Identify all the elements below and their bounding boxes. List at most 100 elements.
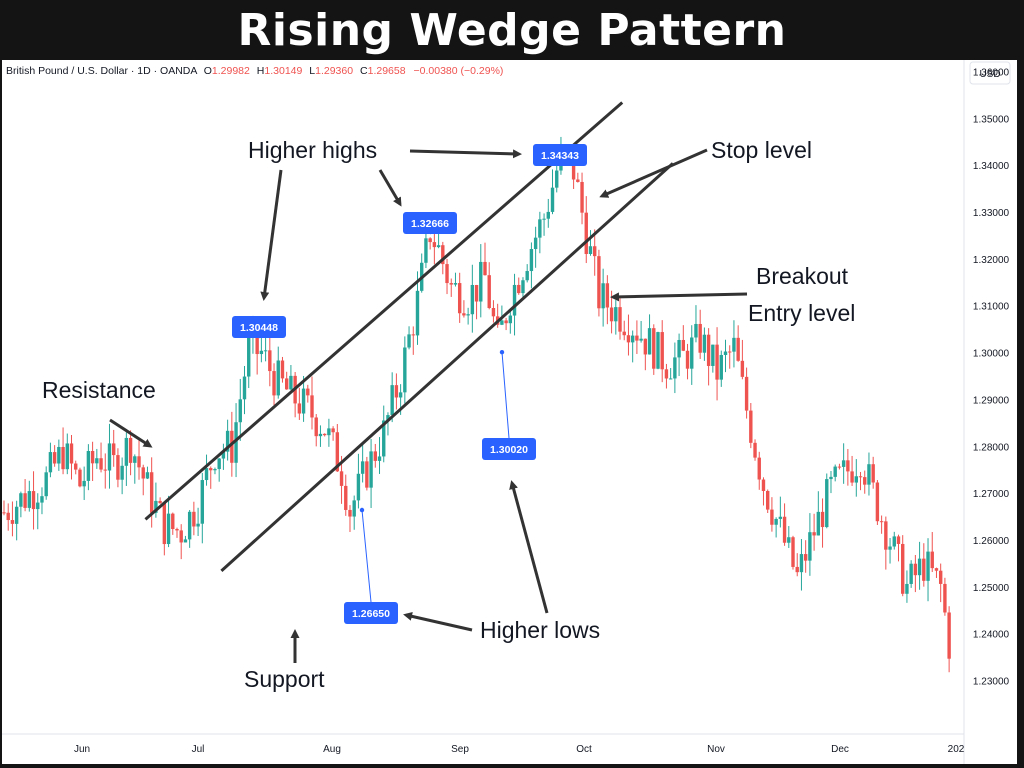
candle-body xyxy=(314,417,318,437)
candle-body xyxy=(525,271,529,281)
candlestick-chart[interactable]: British Pound / U.S. Dollar · 1D · OANDA… xyxy=(2,60,1017,764)
currency-box[interactable] xyxy=(969,61,1011,85)
y-tick-label: 1.28000 xyxy=(973,442,1010,453)
open-value: 1.29982 xyxy=(212,65,250,77)
candle-body xyxy=(225,430,230,452)
candle-body xyxy=(360,461,365,474)
open-label: O xyxy=(204,65,212,77)
x-tick-label: Aug xyxy=(323,744,341,755)
y-tick-label: 1.24000 xyxy=(973,630,1010,641)
candle-body xyxy=(660,332,664,370)
candle-body xyxy=(837,466,842,468)
candle-body xyxy=(268,350,272,372)
candle-body xyxy=(930,551,934,569)
callout-label: 1.34343 xyxy=(541,150,579,162)
candle-body xyxy=(407,334,411,348)
candle-body xyxy=(424,238,428,263)
callout-box xyxy=(403,212,457,234)
candle-body xyxy=(74,463,78,470)
candle-body xyxy=(158,500,162,504)
candle-body xyxy=(238,399,242,423)
arrow-to-high-3 xyxy=(409,149,522,159)
y-tick-label: 1.25000 xyxy=(973,583,1010,594)
candle-body xyxy=(196,523,200,527)
callout-box xyxy=(533,144,587,166)
candle-body xyxy=(209,468,213,471)
candle-body xyxy=(183,539,188,543)
candle-body xyxy=(668,378,673,380)
callout-label: 1.26650 xyxy=(352,608,390,620)
candle-body xyxy=(500,320,504,325)
candle-body xyxy=(808,532,812,561)
candle-body xyxy=(892,536,896,547)
support-line[interactable] xyxy=(220,162,674,573)
currency-label: USD xyxy=(979,69,1000,80)
label-support: Support xyxy=(244,666,325,692)
candle-body xyxy=(36,502,40,510)
x-tick-label: 202 xyxy=(948,744,965,755)
candle-body xyxy=(732,337,736,352)
candle-body xyxy=(635,335,639,341)
y-tick-label: 1.26000 xyxy=(973,536,1010,547)
candle-body xyxy=(149,472,154,513)
candle-body xyxy=(411,334,415,336)
candle-body xyxy=(344,485,348,510)
callout-leader xyxy=(361,509,372,603)
candle-body xyxy=(643,338,648,355)
candle-body xyxy=(124,437,129,466)
candle-body xyxy=(128,437,133,463)
x-tick-label: Sep xyxy=(451,744,469,755)
candle-body xyxy=(580,181,584,213)
candle-body xyxy=(829,476,833,480)
candle-body xyxy=(825,479,829,528)
candle-body xyxy=(917,558,922,576)
candle-body xyxy=(382,420,386,457)
candle-body xyxy=(137,456,141,468)
candle-body xyxy=(652,328,656,369)
candle-body xyxy=(521,280,525,294)
label-stop-level: Stop level xyxy=(711,137,812,163)
candle-body xyxy=(622,331,626,336)
close-label: C xyxy=(360,65,368,77)
candle-body xyxy=(922,558,926,581)
candle-body xyxy=(247,336,251,377)
candle-body xyxy=(166,513,171,545)
resistance-line[interactable] xyxy=(144,101,624,521)
candle-body xyxy=(14,506,19,524)
candle-body xyxy=(715,344,719,380)
candle-body xyxy=(234,422,238,463)
candle-body xyxy=(301,388,306,414)
candle-body xyxy=(154,500,158,513)
candle-body xyxy=(280,360,285,379)
candle-body xyxy=(508,315,513,324)
candle-body xyxy=(706,334,711,366)
arrow-to-high-2 xyxy=(378,169,402,207)
x-tick-label: Dec xyxy=(831,744,849,755)
y-tick-label: 1.36000 xyxy=(973,68,1010,79)
candle-body xyxy=(289,375,293,390)
candle-body xyxy=(841,460,846,467)
callout-label: 1.30020 xyxy=(490,444,528,456)
candle-body xyxy=(833,466,837,477)
candle-body xyxy=(947,612,951,659)
candle-body xyxy=(791,537,795,567)
candle-body xyxy=(141,467,145,479)
candle-body xyxy=(576,179,580,182)
price-axis: 1.36000 1.35000 1.34000 1.33000 1.32000 1.310… xyxy=(973,68,1010,688)
candle-body xyxy=(765,490,770,510)
candle-body xyxy=(517,284,521,294)
arrow-to-resistance xyxy=(109,418,153,448)
candle-body xyxy=(175,529,179,531)
candle-body xyxy=(27,491,32,508)
candle-body xyxy=(909,563,913,584)
candle-body xyxy=(6,512,10,521)
candle-body xyxy=(470,284,475,315)
chart-panel: British Pound / U.S. Dollar · 1D · OANDA… xyxy=(2,60,1017,764)
candle-body xyxy=(656,332,660,369)
candle-body xyxy=(61,446,65,470)
callout-label: 1.32666 xyxy=(411,218,449,230)
candle-body xyxy=(331,428,335,433)
y-tick-label: 1.32000 xyxy=(973,255,1010,266)
high-label: H xyxy=(257,65,265,77)
